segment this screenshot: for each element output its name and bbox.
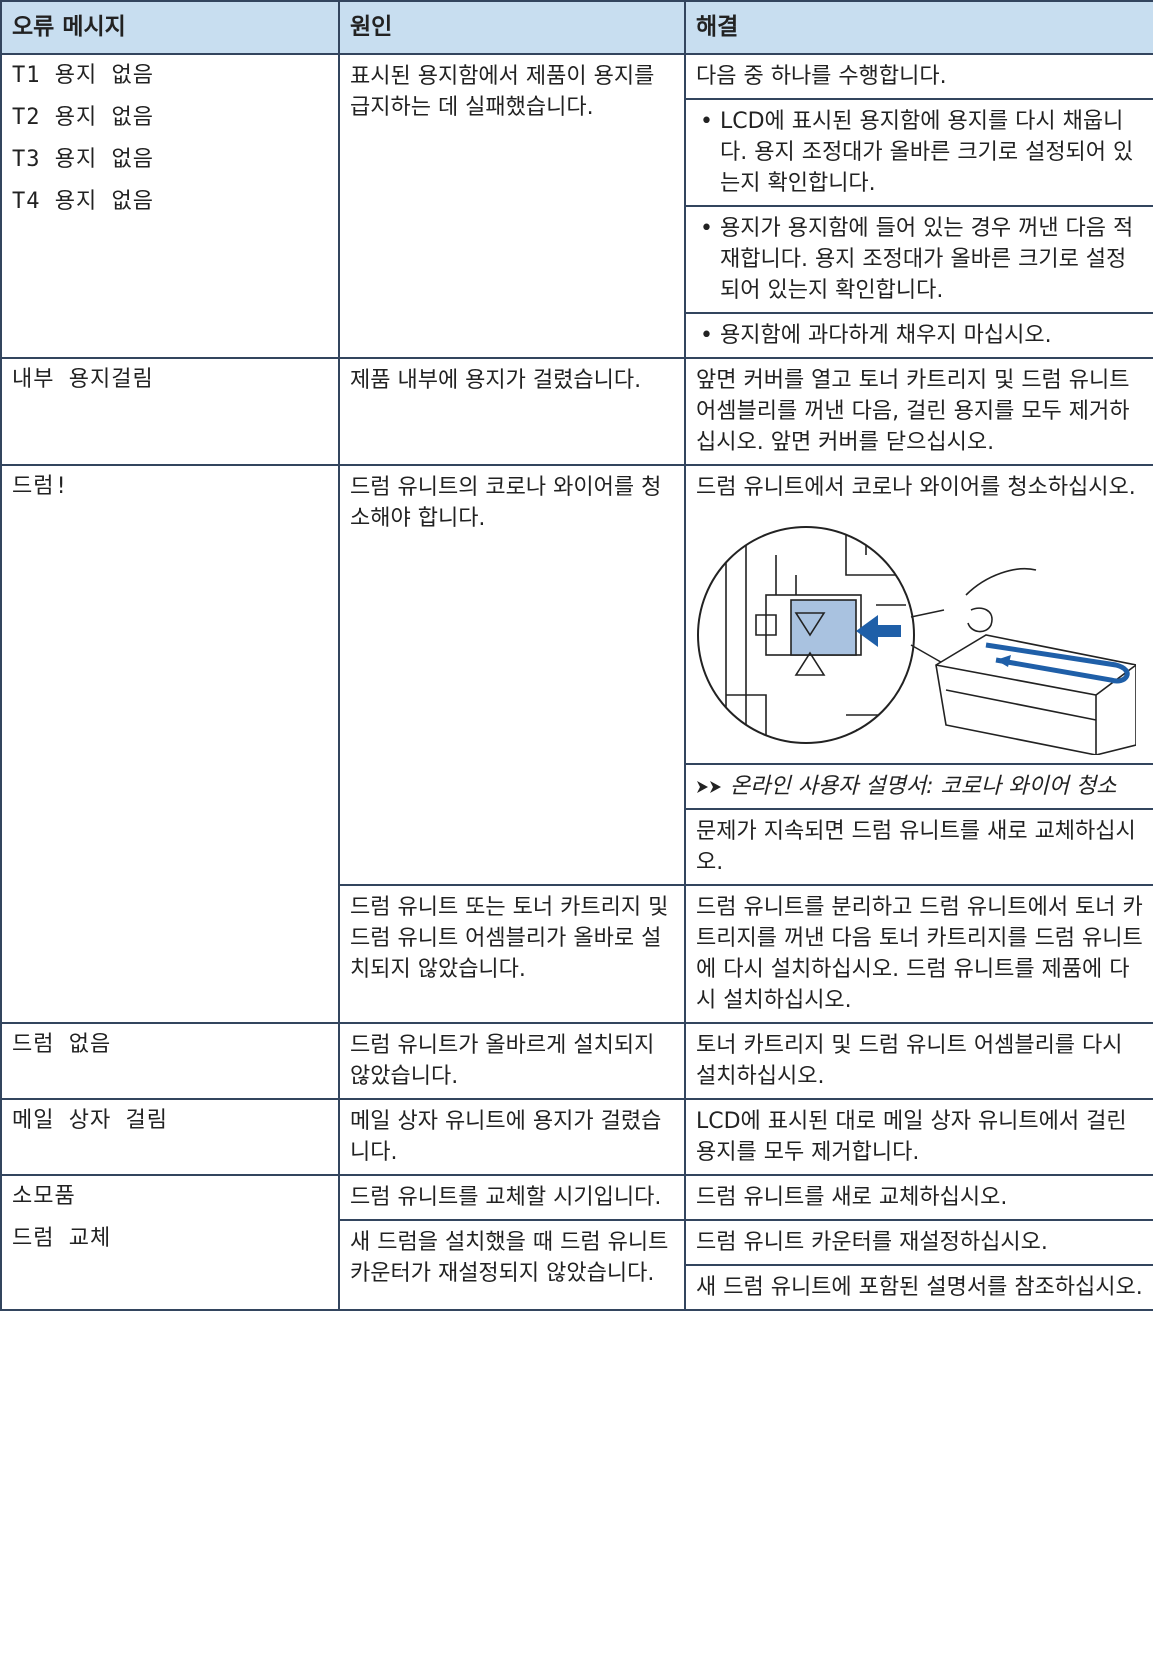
error-message: 드럼!	[12, 474, 69, 499]
solution-text: 앞면 커버를 열고 토너 카트리지 및 드럼 유니트 어셈블리를 꺼낸 다음, …	[696, 368, 1130, 455]
solution-text: 드럼 유니트에서 코로나 와이어를 청소하십시오.	[696, 475, 1136, 500]
solution-text: 드럼 유니트를 새로 교체하십시오.	[696, 1185, 1008, 1210]
header-cell: 원인	[338, 0, 686, 55]
solution-bullet: 용지가 용지함에 들어 있는 경우 꺼낸 다음 적재합니다. 용지 조정대가 올…	[686, 205, 1153, 312]
solution-cell: 앞면 커버를 열고 토너 카트리지 및 드럼 유니트 어셈블리를 꺼낸 다음, …	[684, 357, 1153, 466]
cause-cell: 제품 내부에 용지가 걸렸습니다.	[338, 357, 686, 466]
cause-text: 새 드럼을 설치했을 때 드럼 유니트 카운터가 재설정되지 않았습니다.	[350, 1230, 669, 1286]
error-message: T2 용지 없음	[12, 105, 154, 130]
error-table: 오류 메시지 원인 해결 T1 용지 없음 T2 용지 없음 T3 용지 없음 T4 …	[0, 0, 1153, 1311]
cause-cell: 드럼 유니트를 교체할 시기입니다.	[338, 1174, 686, 1221]
solution-cell: 드럼 유니트 카운터를 재설정하십시오. 새 드럼 유니트에 포함된 설명서를 참…	[684, 1219, 1153, 1311]
error-message: 드럼 교체	[12, 1226, 112, 1251]
solution-cell: 드럼 유니트를 분리하고 드럼 유니트에서 토너 카트리지를 꺼낸 다음 토너 …	[684, 884, 1153, 1024]
solution-text: LCD에 표시된 대로 메일 상자 유니트에서 걸린 용지를 모두 제거합니다.	[696, 1109, 1127, 1165]
header-cell: 오류 메시지	[0, 0, 340, 55]
table-row: 새 드럼을 설치했을 때 드럼 유니트 카운터가 재설정되지 않았습니다. 드럼 …	[1, 1219, 1153, 1311]
solution-bullet: 용지함에 과다하게 채우지 마십시오.	[686, 312, 1153, 357]
error-cell: 드럼 없음	[0, 1022, 340, 1100]
solution-cell: 다음 중 하나를 수행합니다. LCD에 표시된 용지함에 용지를 다시 채웁니다…	[684, 53, 1153, 359]
table-header: 오류 메시지 원인 해결	[0, 0, 1153, 55]
solution-text: 드럼 유니트 카운터를 재설정하십시오.	[696, 1230, 1048, 1255]
cause-cell: 메일 상자 유니트에 용지가 걸렸습니다.	[338, 1098, 686, 1176]
solution-bullet: LCD에 표시된 용지함에 용지를 다시 채웁니다. 용지 조정대가 올바른 크…	[686, 98, 1153, 205]
header-row: 오류 메시지 원인 해결	[0, 0, 1153, 55]
cause-cell: 드럼 유니트가 올바르게 설치되지 않았습니다.	[338, 1022, 686, 1100]
table-row: 내부 용지걸림 제품 내부에 용지가 걸렸습니다. 앞면 커버를 열고 토너 카트리…	[0, 357, 1153, 466]
link-arrows	[697, 781, 721, 793]
error-message: T4 용지 없음	[12, 189, 154, 214]
error-message: T1 용지 없음	[12, 63, 154, 88]
error-cell: 내부 용지걸림	[0, 357, 340, 466]
table-body: T1 용지 없음 T2 용지 없음 T3 용지 없음 T4 용지 없음 표시된 용지함에…	[0, 53, 1153, 1311]
solution-text: 새 드럼 유니트에 포함된 설명서를 참조하십시오.	[686, 1264, 1153, 1309]
error-cell: 메일 상자 걸림	[0, 1098, 340, 1176]
solution-text: 토너 카트리지 및 드럼 유니트 어셈블리를 다시 설치하십시오.	[696, 1033, 1123, 1089]
cause-text: 드럼 유니트의 코로나 와이어를 청소해야 합니다.	[350, 475, 662, 531]
solution-text: 문제가 지속되면 드럼 유니트를 새로 교체하십시오.	[686, 808, 1153, 884]
solution-text: 다음 중 하나를 수행합니다.	[696, 64, 947, 89]
table-row: T1 용지 없음 T2 용지 없음 T3 용지 없음 T4 용지 없음 표시된 용지함에…	[0, 53, 1153, 359]
solution-cell: 드럼 유니트를 새로 교체하십시오.	[684, 1174, 1153, 1221]
reference-link: 온라인 사용자 설명서: 코로나 와이어 청소	[730, 774, 1117, 799]
solution-cell: 토너 카트리지 및 드럼 유니트 어셈블리를 다시 설치하십시오.	[684, 1022, 1153, 1100]
table-row: 드럼 유니트 또는 토너 카트리지 및 드럼 유니트 어셈블리가 올바로 설치되…	[1, 884, 1153, 1024]
illustration	[697, 526, 1136, 755]
error-message: 내부 용지걸림	[12, 367, 154, 392]
solution-cell: 드럼 유니트에서 코로나 와이어를 청소하십시오. 온라인 사용자 설명서: 코…	[684, 464, 1153, 886]
cause-cell: 드럼 유니트의 코로나 와이어를 청소해야 합니다.	[338, 464, 686, 886]
error-message: 드럼 없음	[12, 1032, 112, 1057]
cause-cell: 표시된 용지함에서 제품이 용지를 급지하는 데 실패했습니다.	[338, 53, 686, 359]
solution-text: 드럼 유니트를 분리하고 드럼 유니트에서 토너 카트리지를 꺼낸 다음 토너 …	[696, 895, 1143, 1013]
error-message: 소모품	[12, 1184, 76, 1209]
error-message: T3 용지 없음	[12, 147, 154, 172]
cause-text: 메일 상자 유니트에 용지가 걸렸습니다.	[350, 1109, 662, 1165]
cause-cell: 드럼 유니트 또는 토너 카트리지 및 드럼 유니트 어셈블리가 올바로 설치되…	[338, 884, 686, 1024]
table-row: 메일 상자 걸림 메일 상자 유니트에 용지가 걸렸습니다. LCD에 표시된 대로…	[0, 1098, 1153, 1176]
solution-cell: LCD에 표시된 대로 메일 상자 유니트에서 걸린 용지를 모두 제거합니다.	[684, 1098, 1153, 1176]
header-cell: 해결	[684, 0, 1153, 55]
error-cell: T1 용지 없음 T2 용지 없음 T3 용지 없음 T4 용지 없음	[0, 53, 340, 359]
error-message: 메일 상자 걸림	[12, 1108, 168, 1133]
cause-cell: 새 드럼을 설치했을 때 드럼 유니트 카운터가 재설정되지 않았습니다.	[338, 1219, 686, 1311]
reference: 온라인 사용자 설명서: 코로나 와이어 청소	[686, 763, 1153, 808]
cause-text: 드럼 유니트 또는 토너 카트리지 및 드럼 유니트 어셈블리가 올바로 설치되…	[350, 895, 669, 982]
cause-text: 표시된 용지함에서 제품이 용지를 급지하는 데 실패했습니다.	[350, 64, 655, 120]
cause-text: 드럼 유니트를 교체할 시기입니다.	[350, 1185, 662, 1210]
error-cell: 드럼!	[0, 464, 340, 1024]
cause-text: 드럼 유니트가 올바르게 설치되지 않았습니다.	[350, 1033, 655, 1089]
table-row: 드럼! 드럼 유니트의 코로나 와이어를 청소해야 합니다. 드럼 유니트에서 코로…	[0, 464, 1153, 1024]
cause-text: 제품 내부에 용지가 걸렸습니다.	[350, 368, 642, 393]
table-row: 드럼 없음 드럼 유니트가 올바르게 설치되지 않았습니다. 토너 카트리지 및 드…	[0, 1022, 1153, 1100]
